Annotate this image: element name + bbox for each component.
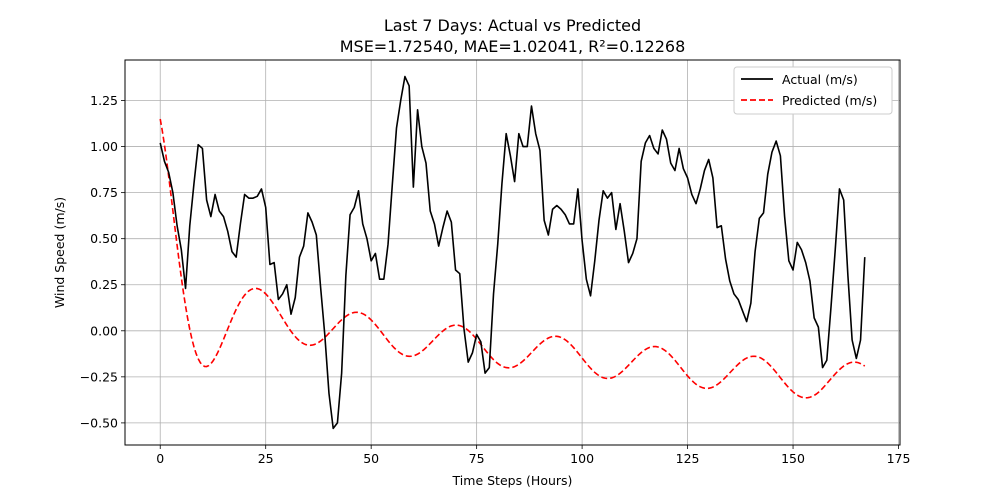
legend-actual-label: Actual (m/s) bbox=[782, 72, 858, 87]
series-layer bbox=[159, 75, 866, 430]
predicted-series-line bbox=[159, 118, 866, 399]
y-tick-label: 0.25 bbox=[90, 277, 118, 292]
x-tick-label: 0 bbox=[156, 451, 164, 466]
y-tick-label: 1.00 bbox=[90, 139, 118, 154]
legend-predicted-label: Predicted (m/s) bbox=[782, 93, 877, 108]
y-tick-label: −0.50 bbox=[80, 415, 118, 430]
y-tick-label: 0.50 bbox=[90, 231, 118, 246]
x-tick-label: 100 bbox=[570, 451, 594, 466]
plot-frame bbox=[124, 59, 901, 446]
chart-title: Last 7 Days: Actual vs Predicted bbox=[384, 16, 641, 35]
y-axis-label: Wind Speed (m/s) bbox=[52, 197, 67, 308]
x-tick-label: 150 bbox=[781, 451, 805, 466]
chart-subtitle: MSE=1.72540, MAE=1.02041, R²=0.12268 bbox=[340, 37, 686, 56]
x-tick-label: 75 bbox=[469, 451, 485, 466]
y-tick-label: 1.25 bbox=[90, 93, 118, 108]
y-tick-label: 0.00 bbox=[90, 323, 118, 338]
grid bbox=[125, 60, 900, 445]
y-axis-ticks: −0.50 −0.25 0.00 0.25 0.50 0.75 1.00 1.25 bbox=[80, 93, 125, 430]
x-tick-label: 175 bbox=[887, 451, 911, 466]
y-tick-label: −0.25 bbox=[80, 369, 118, 384]
actual-series-line bbox=[159, 75, 866, 430]
x-tick-label: 25 bbox=[258, 451, 274, 466]
y-tick-label: 0.75 bbox=[90, 185, 118, 200]
x-axis-ticks: 0 25 50 75 100 125 150 175 bbox=[156, 445, 910, 466]
x-axis-label: Time Steps (Hours) bbox=[452, 473, 573, 488]
x-tick-label: 50 bbox=[363, 451, 379, 466]
x-tick-label: 125 bbox=[676, 451, 700, 466]
legend: Actual (m/s) Predicted (m/s) bbox=[733, 66, 893, 115]
legend-box bbox=[733, 66, 893, 115]
